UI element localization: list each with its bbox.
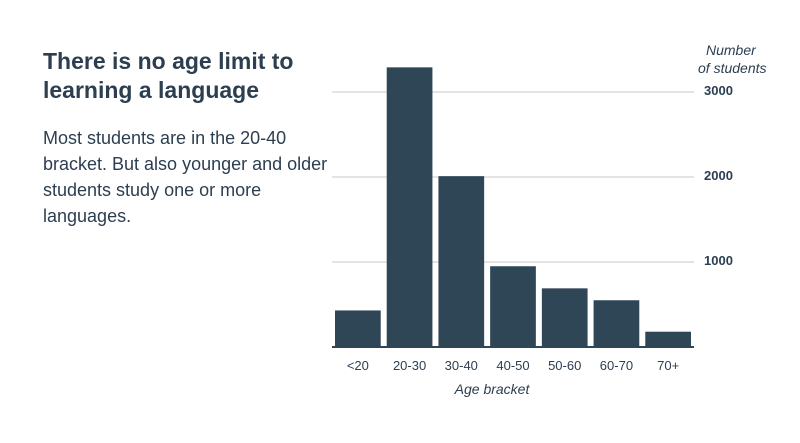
x-axis-title: Age bracket <box>454 381 531 397</box>
headline: There is no age limit to learning a lang… <box>43 48 294 103</box>
x-tick-label: 60-70 <box>600 358 633 373</box>
x-tick-label: 70+ <box>657 358 679 373</box>
y-tick-labels: 1000 2000 3000 <box>704 83 733 268</box>
gridlines <box>332 91 694 263</box>
bar <box>335 310 381 347</box>
bar <box>541 288 588 347</box>
x-tick-label: 20-30 <box>393 358 426 373</box>
y-axis-title-line2: of students <box>698 60 767 76</box>
x-tick-labels: <20 20-30 30-40 40-50 50-60 60-70 70+ <box>347 358 679 373</box>
bar <box>593 300 640 347</box>
bars <box>335 67 691 347</box>
y-tick-label: 3000 <box>704 83 733 98</box>
x-tick-label: 40-50 <box>496 358 529 373</box>
bar <box>645 331 691 347</box>
y-tick-label: 2000 <box>704 168 733 183</box>
x-tick-label: 30-40 <box>445 358 478 373</box>
y-axis-title-line1: Number <box>706 42 757 58</box>
x-tick-label: <20 <box>347 358 369 373</box>
bar <box>490 266 536 347</box>
x-tick-label: 50-60 <box>548 358 581 373</box>
body-text: Most students are in the 20-40 bracket. … <box>43 128 328 226</box>
bar <box>386 67 433 347</box>
bar <box>438 176 485 347</box>
y-tick-label: 1000 <box>704 253 733 268</box>
